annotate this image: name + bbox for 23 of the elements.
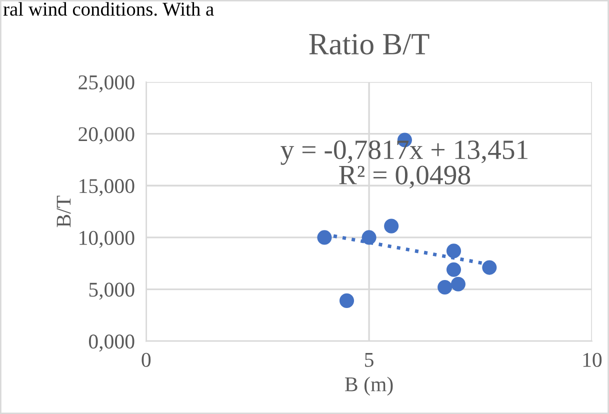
- y-axis-title: B/T: [56, 196, 71, 228]
- x-tick-label: 0: [142, 352, 151, 367]
- y-tick-label: 20,000: [78, 127, 134, 144]
- text: ral wind conditions. With a: [3, 2, 214, 16]
- point: [450, 276, 466, 292]
- x-axis-title: B (m): [345, 376, 393, 396]
- y-tick-label: 5,000: [89, 282, 134, 300]
- point: [482, 260, 497, 275]
- point: [362, 230, 376, 245]
- point: [317, 230, 332, 245]
- x-tick-label: 10: [583, 352, 602, 367]
- x-tick-label: 5: [365, 353, 374, 367]
- y-tick-label: 0,000: [88, 334, 134, 352]
- point: [339, 293, 354, 308]
- y-tick-label: 10,000: [80, 230, 134, 248]
- y-tick-label: 25,000: [78, 75, 134, 92]
- point: [446, 262, 462, 277]
- annotation: y = -0,7817x + 13,451 R² = 0,0498: [280, 140, 528, 188]
- point: [438, 280, 452, 295]
- point: [384, 218, 399, 234]
- point: [446, 244, 462, 258]
- chart-title: Ratio B/T: [309, 34, 430, 54]
- y-tick-label: 15,000: [80, 179, 134, 196]
